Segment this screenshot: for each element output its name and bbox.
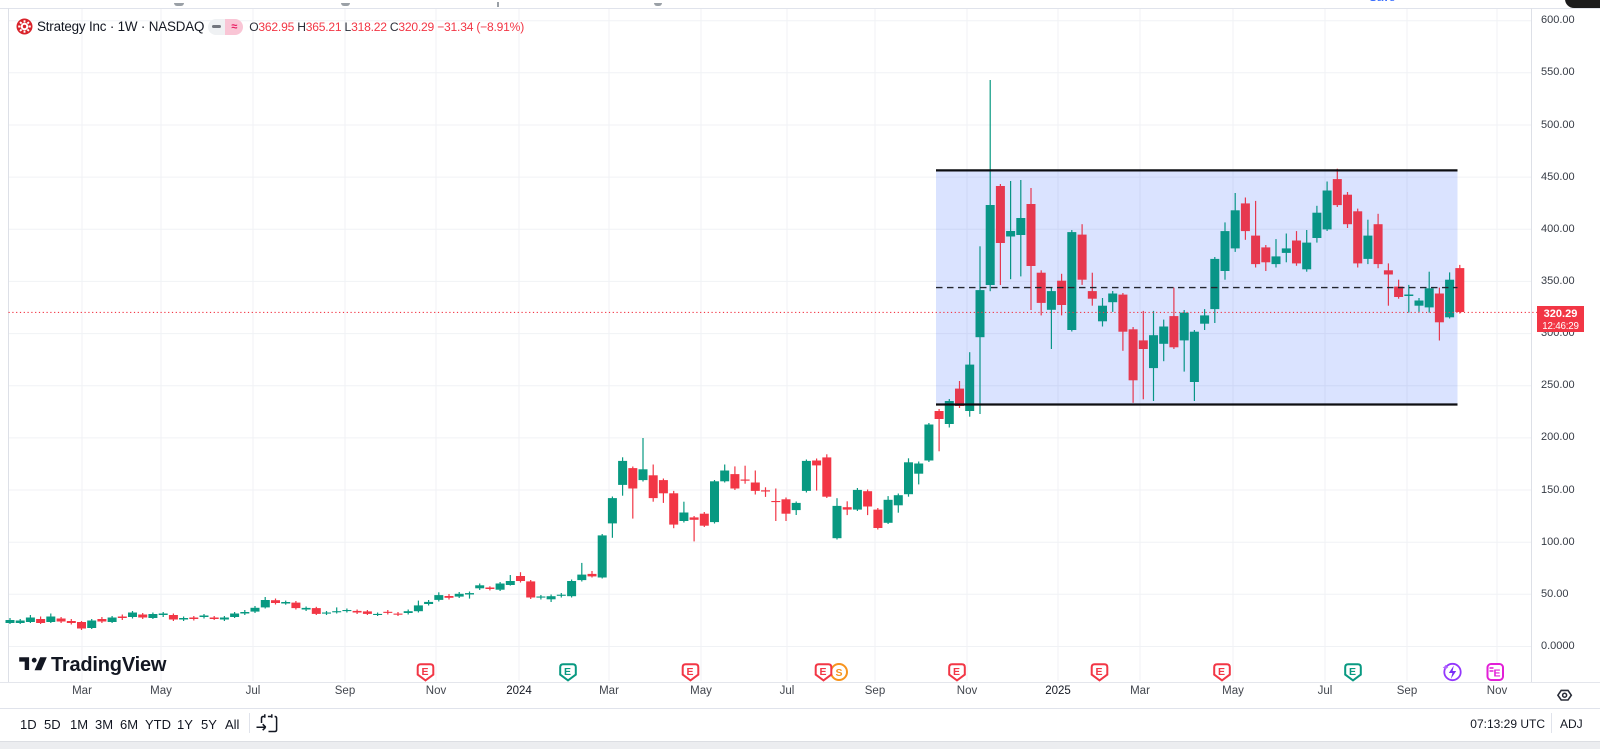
svg-text:E: E	[1349, 666, 1356, 678]
svg-text:E: E	[819, 666, 826, 678]
svg-text:E: E	[1493, 667, 1500, 679]
svg-text:E: E	[564, 666, 571, 678]
svg-text:E: E	[686, 666, 693, 678]
svg-text:E: E	[421, 666, 428, 678]
svg-text:S: S	[835, 667, 842, 679]
svg-text:E: E	[1218, 666, 1225, 678]
svg-text:E: E	[1095, 666, 1102, 678]
svg-text:E: E	[953, 666, 960, 678]
